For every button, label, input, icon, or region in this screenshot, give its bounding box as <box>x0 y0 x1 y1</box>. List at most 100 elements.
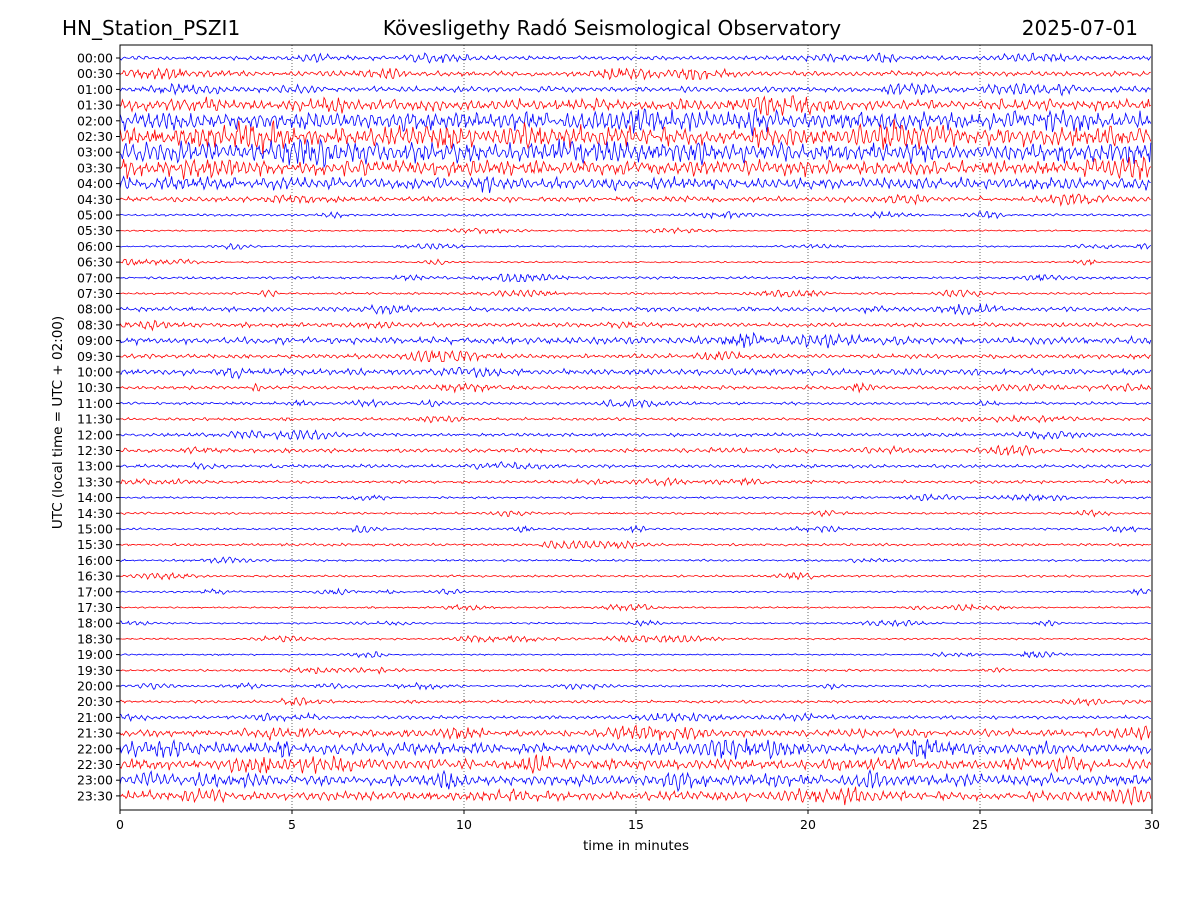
y-tick-label: 01:30 <box>77 98 113 113</box>
y-tick-label: 10:30 <box>77 380 113 395</box>
trace-0400 <box>119 175 1151 194</box>
y-tick-label: 21:00 <box>77 710 113 725</box>
chart-date: 2025-07-01 <box>1021 16 1138 40</box>
trace-1230 <box>119 444 1151 457</box>
trace-1600 <box>119 556 1151 564</box>
trace-1430 <box>119 509 1151 518</box>
trace-0530 <box>119 227 1151 235</box>
y-tick-label: 00:00 <box>77 51 113 66</box>
x-tick-label: 20 <box>800 817 816 832</box>
x-tick-label: 30 <box>1144 817 1160 832</box>
trace-0330 <box>119 155 1152 180</box>
y-tick-label: 17:00 <box>77 584 113 599</box>
x-tick-label: 15 <box>628 817 644 832</box>
trace-1530 <box>119 539 1151 550</box>
trace-1500 <box>119 524 1151 534</box>
trace-1030 <box>119 381 1152 394</box>
trace-1400 <box>119 493 1152 502</box>
x-tick-label: 10 <box>456 817 472 832</box>
y-tick-label: 15:30 <box>77 537 113 552</box>
y-tick-label: 09:00 <box>77 333 113 348</box>
y-tick-label: 12:30 <box>77 443 113 458</box>
trace-0500 <box>119 210 1151 220</box>
x-axis-label: time in minutes <box>583 838 689 854</box>
trace-1100 <box>119 398 1151 409</box>
grid-layer <box>291 45 981 810</box>
y-tick-label: 03:00 <box>77 145 113 160</box>
y-tick-label: 06:30 <box>77 255 113 270</box>
trace-2230 <box>119 754 1152 774</box>
trace-0030 <box>119 67 1151 81</box>
trace-1330 <box>119 477 1151 487</box>
y-tick-label: 22:30 <box>77 757 113 772</box>
trace-0930 <box>119 349 1152 363</box>
trace-1630 <box>119 572 1151 581</box>
y-tick-label: 23:30 <box>77 788 113 803</box>
trace-0100 <box>119 82 1151 97</box>
trace-0230 <box>119 119 1152 155</box>
y-tick-label: 20:00 <box>77 679 113 694</box>
y-tick-label: 16:00 <box>77 553 113 568</box>
y-axis-label: UTC (local time = UTC + 02:00) <box>50 316 66 529</box>
trace-2330 <box>119 786 1152 806</box>
trace-0900 <box>119 331 1152 349</box>
y-tick-label: 18:30 <box>77 631 113 646</box>
trace-0700 <box>119 273 1151 283</box>
trace-1300 <box>119 461 1152 471</box>
y-tick-label: 20:30 <box>77 694 113 709</box>
trace-1800 <box>119 619 1151 628</box>
y-tick-label: 03:30 <box>77 160 113 175</box>
trace-1130 <box>119 414 1151 424</box>
y-tick-label: 14:30 <box>77 506 113 521</box>
chart-title: Kövesligethy Radó Seismological Observat… <box>382 16 842 40</box>
y-tick-label: 16:30 <box>77 569 113 584</box>
trace-0600 <box>119 242 1152 251</box>
trace-1900 <box>119 650 1151 659</box>
trace-0800 <box>119 303 1152 316</box>
y-tick-label: 19:00 <box>77 647 113 662</box>
trace-2000 <box>119 681 1151 691</box>
y-tick-label: 06:00 <box>77 239 113 254</box>
y-tick-label: 05:30 <box>77 223 113 238</box>
y-tick-label: 04:30 <box>77 192 113 207</box>
trace-0200 <box>119 107 1152 137</box>
y-tick-label: 05:00 <box>77 208 113 223</box>
trace-2100 <box>119 711 1151 723</box>
trace-2200 <box>119 738 1152 760</box>
trace-0000 <box>119 52 1152 64</box>
trace-1700 <box>119 587 1152 596</box>
y-tick-label: 13:00 <box>77 459 113 474</box>
x-tick-label: 5 <box>288 817 296 832</box>
y-tick-label: 18:00 <box>77 616 113 631</box>
y-tick-label: 23:00 <box>77 773 113 788</box>
y-tick-label: 17:30 <box>77 600 113 615</box>
trace-0430 <box>119 193 1151 207</box>
y-tick-label: 11:00 <box>77 396 113 411</box>
trace-2030 <box>119 697 1152 707</box>
y-tick-label: 07:30 <box>77 286 113 301</box>
trace-1200 <box>119 429 1152 441</box>
station-name: HN_Station_PSZI1 <box>62 16 241 40</box>
trace-2300 <box>119 768 1152 793</box>
trace-0730 <box>119 289 1151 298</box>
y-tick-label: 14:00 <box>77 490 113 505</box>
trace-0300 <box>119 138 1152 169</box>
y-tick-label: 11:30 <box>77 412 113 427</box>
y-tick-label: 02:30 <box>77 129 113 144</box>
y-tick-label: 13:30 <box>77 474 113 489</box>
trace-1730 <box>119 603 1151 612</box>
y-tick-label: 02:00 <box>77 113 113 128</box>
y-tick-label: 09:30 <box>77 349 113 364</box>
trace-0830 <box>119 319 1151 332</box>
y-tick-label: 07:00 <box>77 270 113 285</box>
y-tick-label: 12:00 <box>77 427 113 442</box>
trace-1000 <box>119 366 1152 380</box>
plot-frame <box>119 44 1153 811</box>
y-tick-label: 04:00 <box>77 176 113 191</box>
y-tick-label: 00:30 <box>77 66 113 81</box>
y-tick-layer: 00:0000:3001:0001:3002:0002:3003:0003:30… <box>77 51 120 803</box>
trace-0630 <box>119 258 1151 267</box>
x-tick-label: 0 <box>116 817 124 832</box>
y-tick-label: 10:00 <box>77 365 113 380</box>
